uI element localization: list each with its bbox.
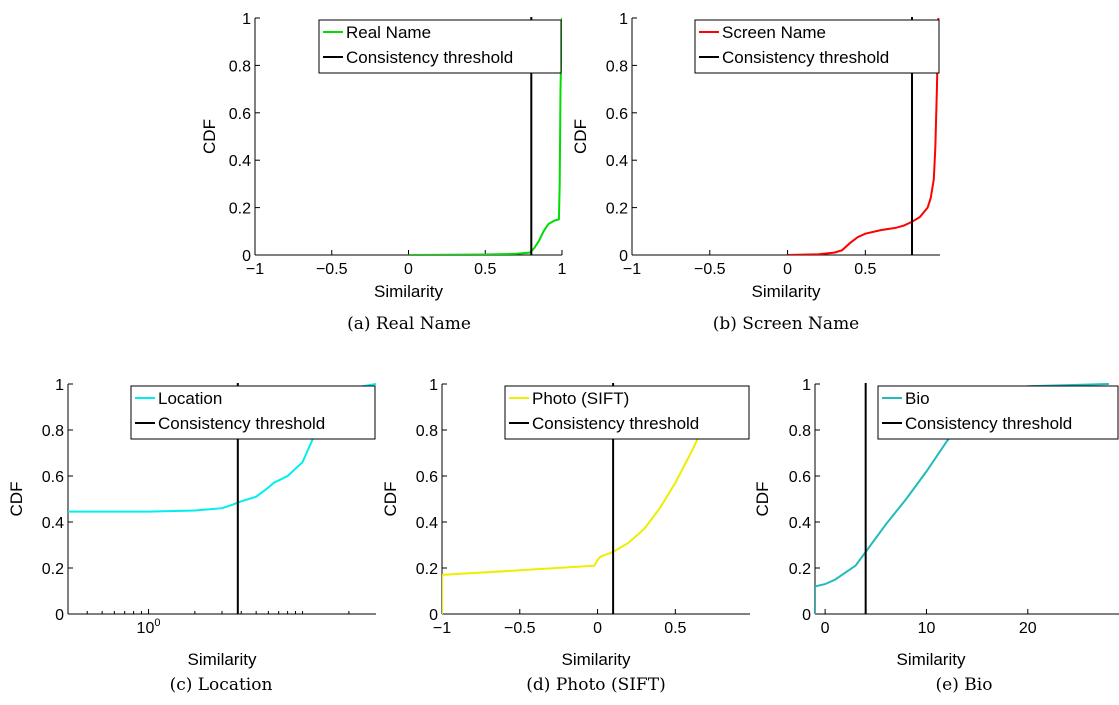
- legend-entry: Location: [158, 389, 222, 408]
- x-tick-label: 0: [821, 620, 830, 637]
- y-tick-label: 0.2: [789, 561, 811, 578]
- y-tick-label: 0.6: [416, 469, 438, 486]
- y-tick-label: 0.6: [42, 469, 64, 486]
- y-tick-label: 0.2: [229, 201, 251, 218]
- y-tick-label: 0.4: [416, 515, 438, 532]
- y-tick-label: 0.6: [789, 469, 811, 486]
- y-tick-label: 0.8: [42, 423, 64, 440]
- x-tick-label: −0.5: [316, 261, 348, 278]
- x-tick-label: −0.5: [504, 620, 536, 637]
- y-tick-label: 0.4: [229, 153, 251, 170]
- x-tick-label: 1: [558, 261, 567, 278]
- y-tick-label: 0.8: [416, 423, 438, 440]
- legend-box: [504, 385, 750, 440]
- y-tick-label: 0.2: [42, 561, 64, 578]
- y-tick-label: 0.8: [229, 58, 251, 75]
- y-tick-label: 0.8: [789, 423, 811, 440]
- y-tick-label: 0.4: [42, 515, 64, 532]
- x-tick-label: 0: [783, 261, 792, 278]
- y-tick-label: 1: [242, 11, 251, 28]
- panel-caption: (d) Photo (SIFT): [526, 675, 665, 695]
- y-tick-label: 0.6: [606, 106, 628, 123]
- x-tick-label: −0.5: [694, 261, 726, 278]
- y-tick-label: 0: [619, 248, 628, 265]
- y-tick-label: 0: [802, 607, 811, 624]
- panel-caption: (a) Real Name: [347, 314, 471, 334]
- chart-panel-2: 0 0.2 0.4 0.6 0.8 1 100 Similarity CDF Location Co…: [7, 377, 376, 695]
- legend-box: [694, 19, 940, 74]
- panel-caption: (e) Bio: [936, 675, 993, 695]
- series-line-real-name: [408, 17, 562, 255]
- x-tick-label: 20: [1019, 620, 1037, 637]
- y-tick-label: 0.6: [229, 106, 251, 123]
- legend-entry: Consistency threshold: [532, 414, 699, 433]
- legend-entry: Real Name: [346, 23, 431, 42]
- y-tick-label: 0.4: [789, 515, 811, 532]
- legend-entry: Bio: [905, 389, 930, 408]
- x-tick-exponent: 0: [154, 617, 160, 629]
- chart-panel-4: 00.20.40.60.810 10 20SimilarityCDFBioConsi…: [753, 377, 1119, 695]
- y-tick-label: 0: [429, 607, 438, 624]
- legend-box: [877, 385, 1119, 440]
- x-tick-label: 0.5: [474, 261, 496, 278]
- x-tick-label: 0: [593, 620, 602, 637]
- series-line-photo-sift-: [442, 399, 723, 614]
- legend-entry: Consistency threshold: [158, 414, 325, 433]
- y-tick-label: 1: [619, 11, 628, 28]
- legend-box: [130, 385, 376, 440]
- legend-entry: Consistency threshold: [722, 48, 889, 67]
- x-axis-label: Similarity: [188, 650, 257, 669]
- legend-entry: Consistency threshold: [346, 48, 513, 67]
- x-tick-label: 10: [918, 620, 936, 637]
- y-tick-label: 0.4: [606, 153, 628, 170]
- x-tick-label: 0: [404, 261, 413, 278]
- x-axis-label: Similarity: [897, 650, 966, 669]
- y-tick-label: 1: [429, 377, 438, 394]
- chart-panel-1: 0 0.2 0.4 0.6 0.8 1 −1 −0.5 0 0.5 Similarity CDF Scr…: [571, 11, 940, 334]
- x-tick-label: −1: [623, 261, 641, 278]
- y-tick-label: 0: [242, 248, 251, 265]
- x-tick-label: 0.5: [854, 261, 876, 278]
- y-axis-label: CDF: [7, 482, 26, 517]
- x-axis-label: Similarity: [374, 282, 443, 301]
- legend-entry: Consistency threshold: [905, 414, 1072, 433]
- y-tick-label: 0.8: [606, 58, 628, 75]
- y-tick-label: 0.2: [416, 561, 438, 578]
- y-axis-label: CDF: [200, 119, 219, 154]
- y-axis-label: CDF: [381, 482, 400, 517]
- panel-caption: (b) Screen Name: [713, 314, 860, 334]
- legend-box: [318, 19, 562, 74]
- x-tick-label: −1: [246, 261, 264, 278]
- chart-panel-3: 0 0.2 0.4 0.6 0.8 1 −1 −0.5 0 0.5 Similarity CDF Pho…: [381, 377, 750, 695]
- legend-entry: Photo (SIFT): [532, 389, 629, 408]
- chart-panel-0: 0 0.2 0.4 0.6 0.8 1 −1 −0.5 0 0.5 1 Similarity CDF Re…: [200, 11, 567, 334]
- panel-caption: (c) Location: [170, 675, 273, 695]
- legend-entry: Screen Name: [722, 23, 826, 42]
- x-tick-label: 0.5: [664, 620, 686, 637]
- x-axis-label: Similarity: [752, 282, 821, 301]
- x-tick-label: −1: [433, 620, 451, 637]
- y-axis-label: CDF: [753, 482, 772, 517]
- y-tick-label: 0.2: [606, 201, 628, 218]
- x-axis-label: Similarity: [562, 650, 631, 669]
- y-tick-label: 0: [55, 607, 64, 624]
- series-line-screen-name: [787, 17, 940, 255]
- y-axis-label: CDF: [571, 119, 590, 154]
- y-tick-label: 1: [802, 377, 811, 394]
- y-tick-label: 1: [55, 377, 64, 394]
- x-tick-label: 100: [137, 617, 161, 637]
